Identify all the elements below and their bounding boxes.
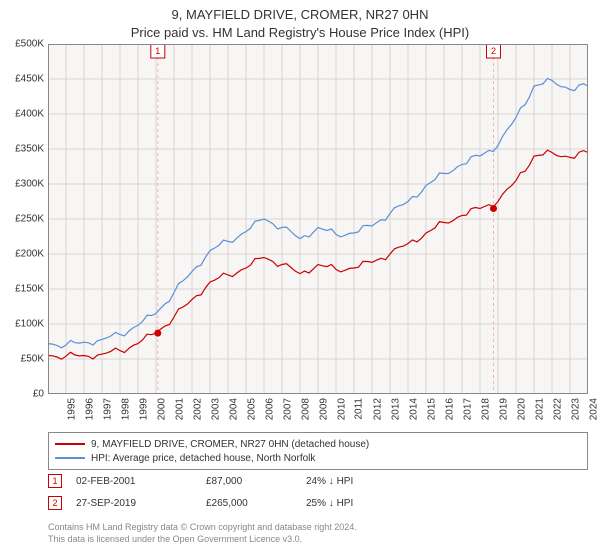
x-tick-label: 2024 <box>588 398 599 420</box>
y-tick-label: £0 <box>33 389 44 400</box>
x-tick-label: 1997 <box>102 398 113 420</box>
x-tick-label: 2019 <box>498 398 509 420</box>
x-tick-label: 2016 <box>444 398 455 420</box>
chart-area: 12 £0£50K£100K£150K£200K£250K£300K£350K£… <box>48 44 588 394</box>
sale-row-2: 2 27-SEP-2019 £265,000 25% ↓ HPI <box>48 496 426 510</box>
x-tick-label: 2012 <box>372 398 383 420</box>
legend-label-property: 9, MAYFIELD DRIVE, CROMER, NR27 0HN (det… <box>91 439 369 450</box>
title-line-1: 9, MAYFIELD DRIVE, CROMER, NR27 0HN <box>0 6 600 24</box>
svg-text:2: 2 <box>491 46 496 56</box>
y-tick-label: £300K <box>15 179 44 190</box>
x-tick-label: 2008 <box>300 398 311 420</box>
legend-swatch-property <box>55 443 85 445</box>
x-tick-label: 2010 <box>336 398 347 420</box>
y-tick-label: £500K <box>15 39 44 50</box>
x-tick-label: 2009 <box>318 398 329 420</box>
x-tick-label: 2006 <box>264 398 275 420</box>
sale-marker-1: 1 <box>48 474 62 488</box>
y-tick-label: £200K <box>15 249 44 260</box>
x-tick-label: 2020 <box>516 398 527 420</box>
x-tick-label: 2021 <box>534 398 545 420</box>
x-tick-label: 1995 <box>66 398 77 420</box>
sale-pct-1: 24% ↓ HPI <box>306 476 426 487</box>
y-tick-label: £350K <box>15 144 44 155</box>
sale-price-2: £265,000 <box>206 498 306 509</box>
sale-date-2: 27-SEP-2019 <box>76 498 206 509</box>
x-tick-label: 2015 <box>426 398 437 420</box>
legend-label-hpi: HPI: Average price, detached house, Nort… <box>91 453 315 464</box>
x-tick-label: 2001 <box>174 398 185 420</box>
sale-row-1: 1 02-FEB-2001 £87,000 24% ↓ HPI <box>48 474 426 488</box>
x-tick-label: 2018 <box>480 398 491 420</box>
x-tick-label: 1999 <box>138 398 149 420</box>
legend-item-property: 9, MAYFIELD DRIVE, CROMER, NR27 0HN (det… <box>55 437 581 451</box>
svg-text:1: 1 <box>155 46 160 56</box>
chart-title-block: 9, MAYFIELD DRIVE, CROMER, NR27 0HN Pric… <box>0 0 600 44</box>
x-tick-label: 2005 <box>246 398 257 420</box>
x-tick-label: 2023 <box>570 398 581 420</box>
line-chart: 12 <box>48 44 588 394</box>
legend-swatch-hpi <box>55 457 85 459</box>
y-tick-label: £250K <box>15 214 44 225</box>
footnote-line-1: Contains HM Land Registry data © Crown c… <box>48 522 588 534</box>
legend-item-hpi: HPI: Average price, detached house, Nort… <box>55 451 581 465</box>
x-tick-label: 2000 <box>156 398 167 420</box>
footnote-line-2: This data is licensed under the Open Gov… <box>48 534 588 546</box>
sale-price-1: £87,000 <box>206 476 306 487</box>
x-tick-label: 2004 <box>228 398 239 420</box>
y-tick-label: £400K <box>15 109 44 120</box>
x-tick-label: 2013 <box>390 398 401 420</box>
legend: 9, MAYFIELD DRIVE, CROMER, NR27 0HN (det… <box>48 432 588 470</box>
x-tick-label: 2011 <box>354 398 365 420</box>
x-tick-label: 2007 <box>282 398 293 420</box>
x-tick-label: 1998 <box>120 398 131 420</box>
x-tick-label: 2017 <box>462 398 473 420</box>
y-tick-label: £450K <box>15 74 44 85</box>
x-tick-label: 2014 <box>408 398 419 420</box>
x-tick-label: 2022 <box>552 398 563 420</box>
y-tick-label: £100K <box>15 319 44 330</box>
footnote: Contains HM Land Registry data © Crown c… <box>48 522 588 545</box>
x-tick-label: 1996 <box>84 398 95 420</box>
y-tick-label: £150K <box>15 284 44 295</box>
title-line-2: Price paid vs. HM Land Registry's House … <box>0 24 600 42</box>
sale-pct-2: 25% ↓ HPI <box>306 498 426 509</box>
sale-marker-2: 2 <box>48 496 62 510</box>
y-tick-label: £50K <box>21 354 44 365</box>
sale-date-1: 02-FEB-2001 <box>76 476 206 487</box>
x-tick-label: 2002 <box>192 398 203 420</box>
x-tick-label: 2003 <box>210 398 221 420</box>
